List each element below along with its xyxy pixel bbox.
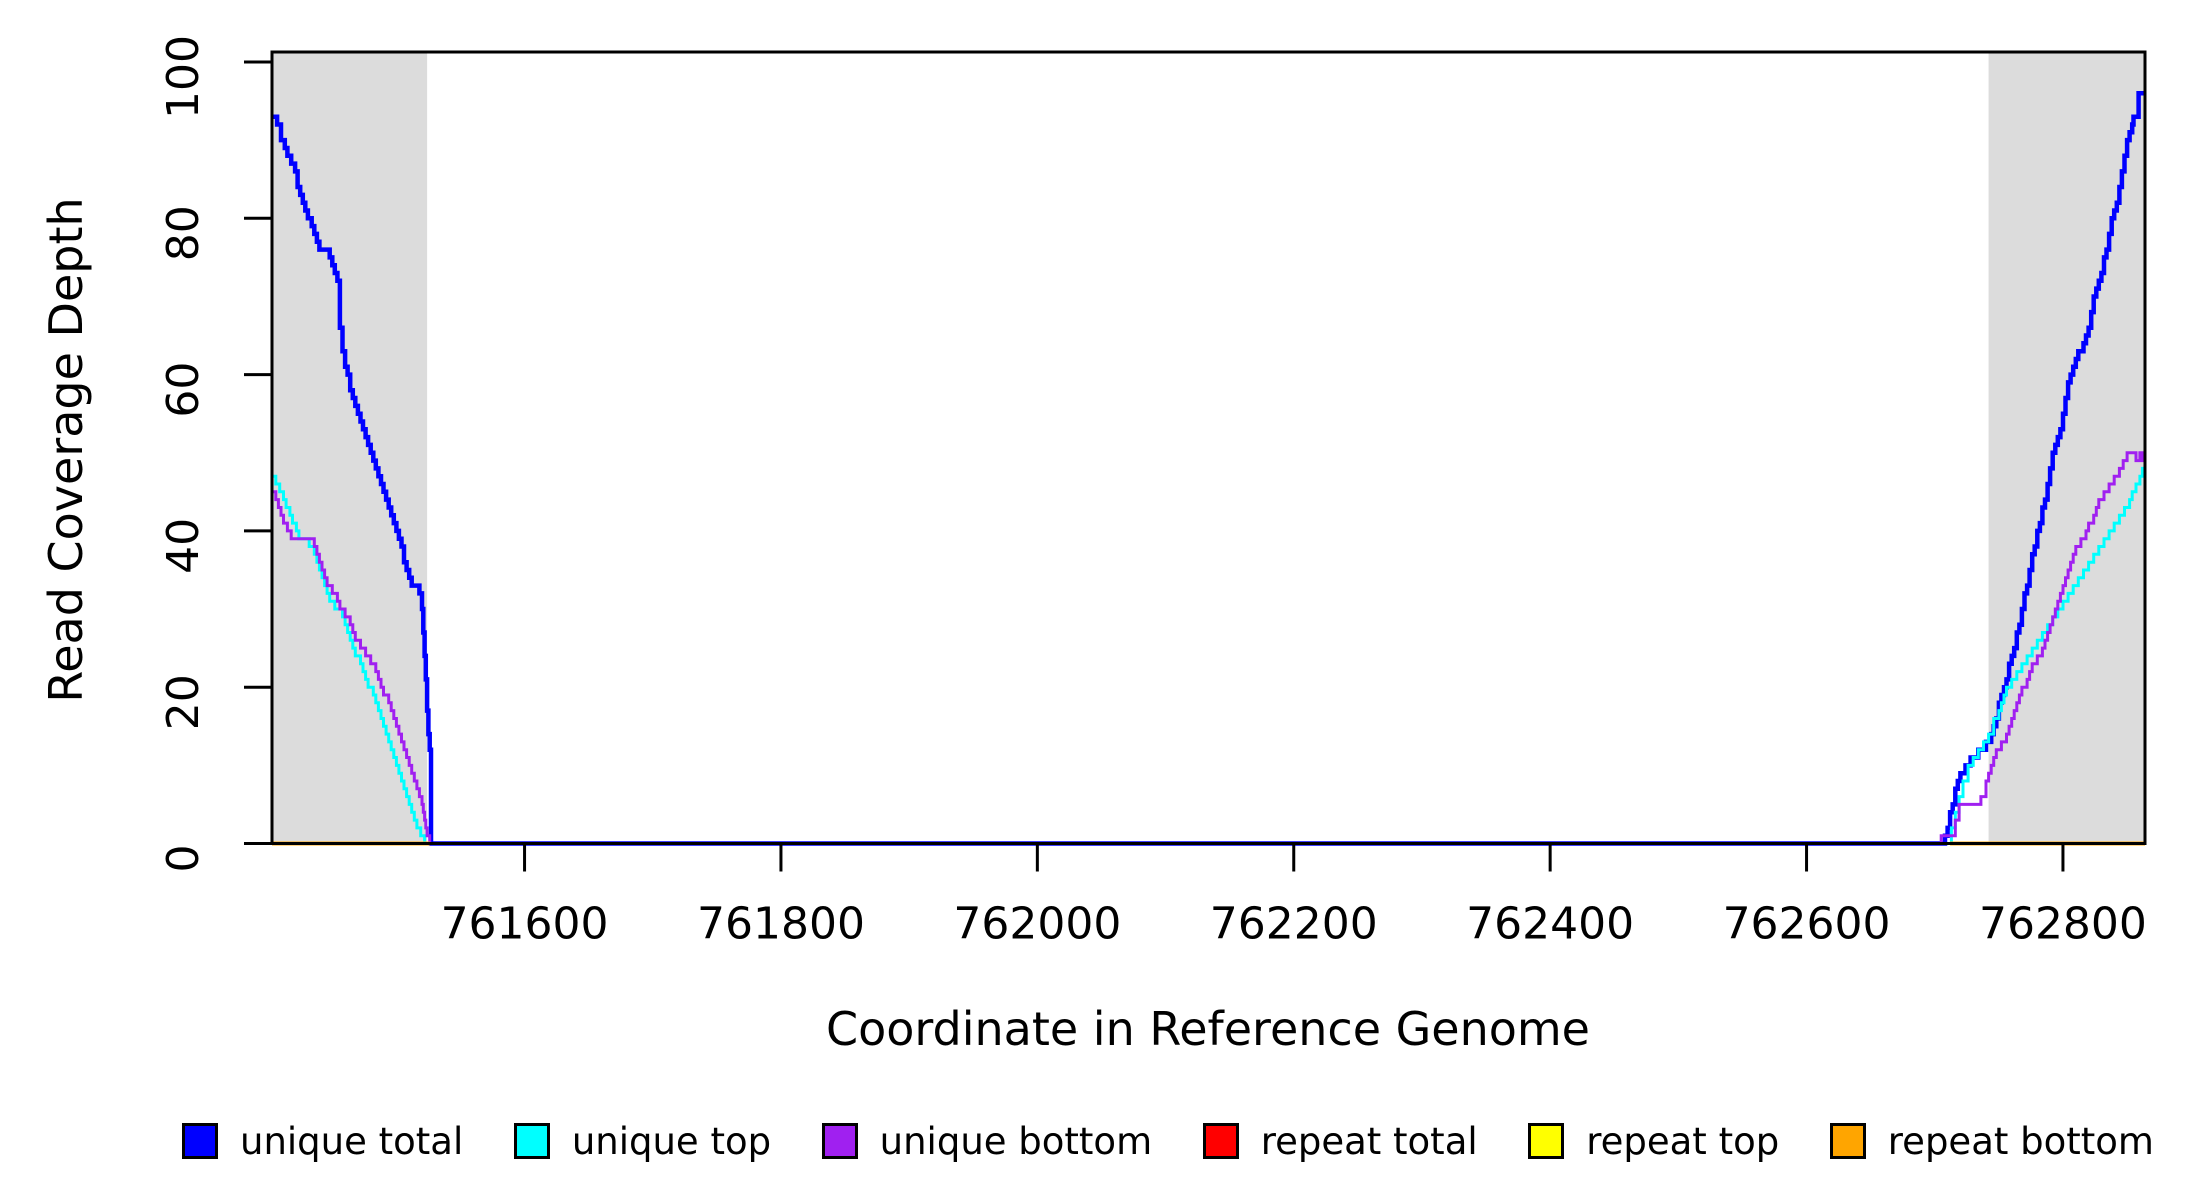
plot-border [270, 50, 2147, 845]
legend-label: unique bottom [879, 1119, 1153, 1163]
y-tick-label: 60 [158, 362, 209, 418]
plot-area: 761600 761800 762000 762200 762400 762600 7628… [158, 35, 2147, 949]
y-tick-label: 40 [158, 518, 209, 574]
legend-item-unique-bottom: unique bottom [821, 1119, 1153, 1163]
legend-label: repeat top [1586, 1119, 1780, 1163]
y-tick-label: 0 [158, 845, 209, 873]
series-unique-bottom-line [272, 451, 2145, 845]
x-tick-label: 762800 [1979, 899, 2147, 950]
y-tick-label: 80 [158, 205, 209, 261]
legend-item-repeat-total: repeat total [1202, 1119, 1478, 1163]
x-tick-label: 762200 [1210, 899, 1378, 950]
legend-swatch-repeat-top-icon [1528, 1123, 1565, 1159]
y-tick-label: 20 [158, 674, 209, 730]
series-unique-total-line [272, 91, 2145, 846]
legend-label: unique top [571, 1119, 772, 1163]
y-tick-label: 100 [158, 35, 209, 119]
y-axis-title: Read Coverage Depth [39, 197, 93, 702]
legend-swatch-unique-total-icon [182, 1123, 218, 1159]
x-tick-label: 762600 [1723, 899, 1891, 950]
x-axis-title: Coordinate in Reference Genome [826, 1002, 1590, 1056]
x-tick-label: 761800 [697, 899, 865, 950]
legend-item-repeat-bottom: repeat bottom [1829, 1119, 2154, 1163]
legend-label: repeat total [1260, 1119, 1478, 1163]
legend-swatch-repeat-total-icon [1202, 1123, 1239, 1159]
x-tick-label: 762400 [1466, 899, 1634, 950]
x-tick-label: 762000 [953, 899, 1121, 950]
legend-label: repeat bottom [1887, 1119, 2154, 1163]
series-unique-top-line [272, 466, 2145, 845]
legend-item-repeat-top: repeat top [1528, 1123, 1779, 1160]
legend-item-unique-total: unique total [182, 1123, 463, 1160]
legend-item-unique-top: unique top [513, 1119, 772, 1163]
chart-legend: unique total unique top unique bottom re… [182, 1118, 2154, 1164]
x-tick-label: 761600 [441, 899, 609, 950]
legend-swatch-unique-top-icon [513, 1123, 550, 1159]
legend-swatch-repeat-bottom-icon [1829, 1123, 1866, 1159]
legend-swatch-unique-bottom-icon [821, 1123, 858, 1159]
legend-label: unique total [240, 1119, 464, 1163]
